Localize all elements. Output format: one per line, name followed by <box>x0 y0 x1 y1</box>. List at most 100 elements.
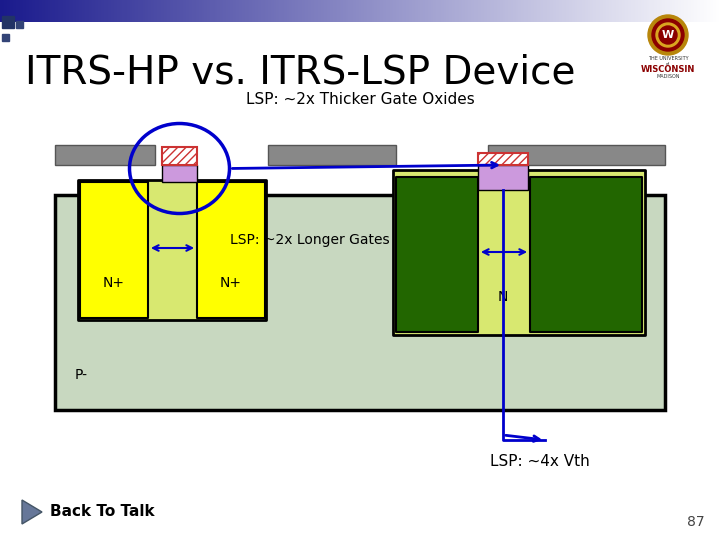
Bar <box>321 0 323 22</box>
Bar <box>229 0 231 22</box>
Bar <box>700 0 702 22</box>
Bar <box>157 0 159 22</box>
Bar <box>317 0 319 22</box>
Bar <box>166 0 168 22</box>
Bar <box>638 0 640 22</box>
Bar <box>66 0 68 22</box>
Bar <box>236 0 238 22</box>
Bar <box>609 0 611 22</box>
Bar <box>373 0 375 22</box>
Bar <box>631 0 633 22</box>
Bar <box>127 0 129 22</box>
Bar <box>472 0 474 22</box>
Bar <box>485 0 487 22</box>
Bar <box>239 0 241 22</box>
Bar <box>292 0 294 22</box>
Bar <box>374 0 377 22</box>
Bar <box>353 0 355 22</box>
Bar <box>626 0 629 22</box>
Bar <box>189 0 191 22</box>
Bar <box>220 0 222 22</box>
Bar <box>448 0 450 22</box>
Bar <box>624 0 626 22</box>
Bar <box>73 0 76 22</box>
Bar <box>531 0 534 22</box>
Bar <box>62 0 64 22</box>
Text: THE UNIVERSITY: THE UNIVERSITY <box>648 57 688 62</box>
Bar <box>641 0 643 22</box>
Bar <box>246 0 248 22</box>
Bar <box>216 0 218 22</box>
Bar <box>600 0 603 22</box>
Text: LSP: ~2x Longer Gates: LSP: ~2x Longer Gates <box>230 233 390 247</box>
Bar <box>4 0 6 22</box>
Bar <box>533 0 535 22</box>
Bar <box>84 0 86 22</box>
Bar <box>197 0 199 22</box>
Bar <box>163 0 165 22</box>
Bar <box>469 0 472 22</box>
Bar <box>162 165 197 182</box>
Bar <box>566 0 568 22</box>
Bar <box>94 0 96 22</box>
Circle shape <box>648 15 688 55</box>
Bar <box>386 0 388 22</box>
Bar <box>89 0 91 22</box>
Bar <box>348 0 351 22</box>
Bar <box>91 0 93 22</box>
Bar <box>455 0 457 22</box>
Bar <box>478 165 528 190</box>
Bar <box>167 0 169 22</box>
Bar <box>655 0 657 22</box>
Bar <box>111 0 113 22</box>
Bar <box>360 0 362 22</box>
Bar <box>121 0 123 22</box>
Bar <box>714 0 716 22</box>
Bar <box>580 0 582 22</box>
Bar <box>222 0 224 22</box>
Bar <box>618 0 620 22</box>
Text: 87: 87 <box>688 515 705 529</box>
Bar <box>593 0 595 22</box>
Bar <box>478 153 528 165</box>
Bar <box>562 0 564 22</box>
Bar <box>9 0 11 22</box>
Bar <box>88 0 90 22</box>
Bar <box>29 0 31 22</box>
Bar <box>56 0 58 22</box>
Bar <box>422 0 424 22</box>
Bar <box>606 0 608 22</box>
Bar <box>206 0 208 22</box>
Bar <box>147 0 149 22</box>
Bar <box>425 0 427 22</box>
Bar <box>102 0 104 22</box>
Bar <box>170 0 172 22</box>
Bar <box>603 0 606 22</box>
Bar <box>75 0 77 22</box>
Bar <box>446 0 449 22</box>
Bar <box>63 0 66 22</box>
Bar <box>478 0 480 22</box>
Bar <box>134 0 136 22</box>
Bar <box>36 0 38 22</box>
Bar <box>474 0 476 22</box>
Bar <box>340 0 342 22</box>
Bar <box>233 0 235 22</box>
Bar <box>325 0 328 22</box>
Bar <box>370 0 372 22</box>
Bar <box>616 0 618 22</box>
Bar <box>465 0 467 22</box>
Bar <box>49 0 51 22</box>
Bar <box>674 0 676 22</box>
Bar <box>351 0 354 22</box>
Bar <box>312 0 315 22</box>
Bar <box>527 0 529 22</box>
Bar <box>441 0 443 22</box>
Bar <box>647 0 649 22</box>
Bar <box>202 0 204 22</box>
Bar <box>112 0 114 22</box>
Bar <box>688 0 690 22</box>
Bar <box>1 0 4 22</box>
Bar <box>32 0 34 22</box>
Bar <box>85 0 87 22</box>
